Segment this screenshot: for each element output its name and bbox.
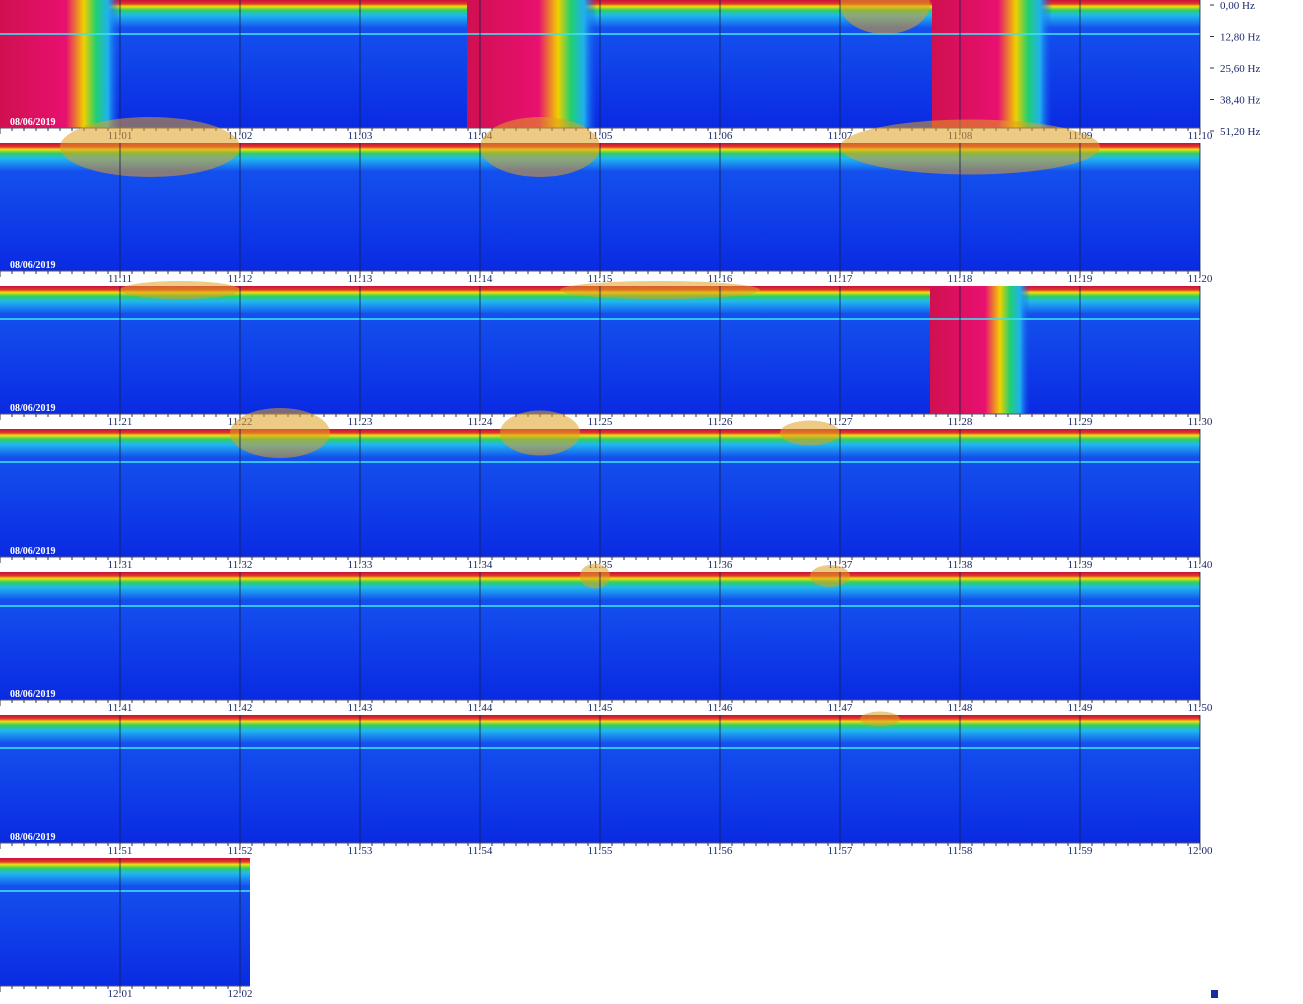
- time-label: 11:23: [348, 416, 373, 428]
- burst: [60, 117, 240, 177]
- date-label: 08/06/2019: [10, 832, 56, 843]
- burst: [230, 408, 330, 458]
- time-label: 11:56: [708, 845, 733, 857]
- time-label: 11:52: [228, 845, 253, 857]
- time-label: 11:32: [228, 559, 253, 571]
- band-line: [0, 890, 250, 892]
- time-label: 11:43: [348, 702, 373, 714]
- time-label: 11:19: [1068, 273, 1093, 285]
- time-label: 11:30: [1188, 416, 1213, 428]
- time-label: 11:58: [948, 845, 973, 857]
- time-label: 11:27: [828, 416, 853, 428]
- time-label: 11:47: [828, 702, 853, 714]
- date-label: 08/06/2019: [10, 117, 56, 128]
- time-label: 11:16: [708, 273, 733, 285]
- time-label: 11:46: [708, 702, 733, 714]
- time-label: 11:15: [588, 273, 613, 285]
- time-label: 11:38: [948, 559, 973, 571]
- freq-label: 25,60 Hz: [1220, 63, 1260, 75]
- burst: [780, 420, 840, 446]
- time-label: 11:53: [348, 845, 373, 857]
- time-label: 11:28: [948, 416, 973, 428]
- freq-label: 38,40 Hz: [1220, 95, 1260, 107]
- time-label: 11:54: [468, 845, 493, 857]
- time-label: 11:29: [1068, 416, 1093, 428]
- time-label: 11:36: [708, 559, 733, 571]
- burst: [860, 711, 900, 727]
- time-label: 11:45: [588, 702, 613, 714]
- time-label: 11:49: [1068, 702, 1093, 714]
- time-label: 11:18: [948, 273, 973, 285]
- time-label: 11:51: [108, 845, 133, 857]
- time-label: 11:21: [108, 416, 133, 428]
- time-label: 11:44: [468, 702, 493, 714]
- time-label: 11:06: [708, 130, 733, 142]
- burst: [480, 117, 600, 177]
- burst: [930, 286, 1030, 414]
- date-label: 08/06/2019: [10, 260, 56, 271]
- time-label: 12:02: [227, 988, 252, 1000]
- freq-label: 51,20 Hz: [1220, 126, 1260, 138]
- time-label: 11:55: [588, 845, 613, 857]
- time-label: 11:31: [108, 559, 133, 571]
- burst: [840, 0, 930, 34]
- time-label: 11:39: [1068, 559, 1093, 571]
- time-label: 11:57: [828, 845, 853, 857]
- time-label: 11:17: [828, 273, 853, 285]
- time-label: 11:24: [468, 416, 493, 428]
- burst: [467, 0, 597, 128]
- date-label: 08/06/2019: [10, 689, 56, 700]
- spectrogram: [0, 858, 250, 986]
- burst: [840, 119, 1100, 175]
- time-label: 11:12: [228, 273, 253, 285]
- status-icon: [1211, 990, 1218, 998]
- time-label: 11:14: [468, 273, 493, 285]
- time-label: 11:11: [108, 273, 132, 285]
- burst: [500, 410, 580, 456]
- freq-label: 12,80 Hz: [1220, 32, 1260, 44]
- time-label: 11:34: [468, 559, 493, 571]
- time-label: 12:01: [107, 988, 132, 1000]
- date-label: 08/06/2019: [10, 403, 56, 414]
- time-label: 11:13: [348, 273, 373, 285]
- burst: [0, 0, 120, 128]
- time-label: 11:59: [1068, 845, 1093, 857]
- burst: [810, 565, 850, 587]
- burst: [560, 281, 760, 299]
- freq-label: 0,00 Hz: [1220, 0, 1255, 12]
- time-label: 11:10: [1188, 130, 1213, 142]
- time-label: 11:48: [948, 702, 973, 714]
- time-label: 11:26: [708, 416, 733, 428]
- time-label: 11:33: [348, 559, 373, 571]
- burst: [932, 0, 1052, 128]
- burst: [120, 281, 240, 299]
- time-label: 12:00: [1187, 845, 1213, 857]
- time-label: 11:25: [588, 416, 613, 428]
- date-label: 08/06/2019: [10, 546, 56, 557]
- time-label: 11:20: [1188, 273, 1213, 285]
- time-label: 11:03: [348, 130, 373, 142]
- burst: [580, 563, 610, 589]
- time-label: 11:41: [108, 702, 133, 714]
- time-label: 11:42: [228, 702, 253, 714]
- time-label: 11:40: [1188, 559, 1213, 571]
- time-label: 11:50: [1188, 702, 1213, 714]
